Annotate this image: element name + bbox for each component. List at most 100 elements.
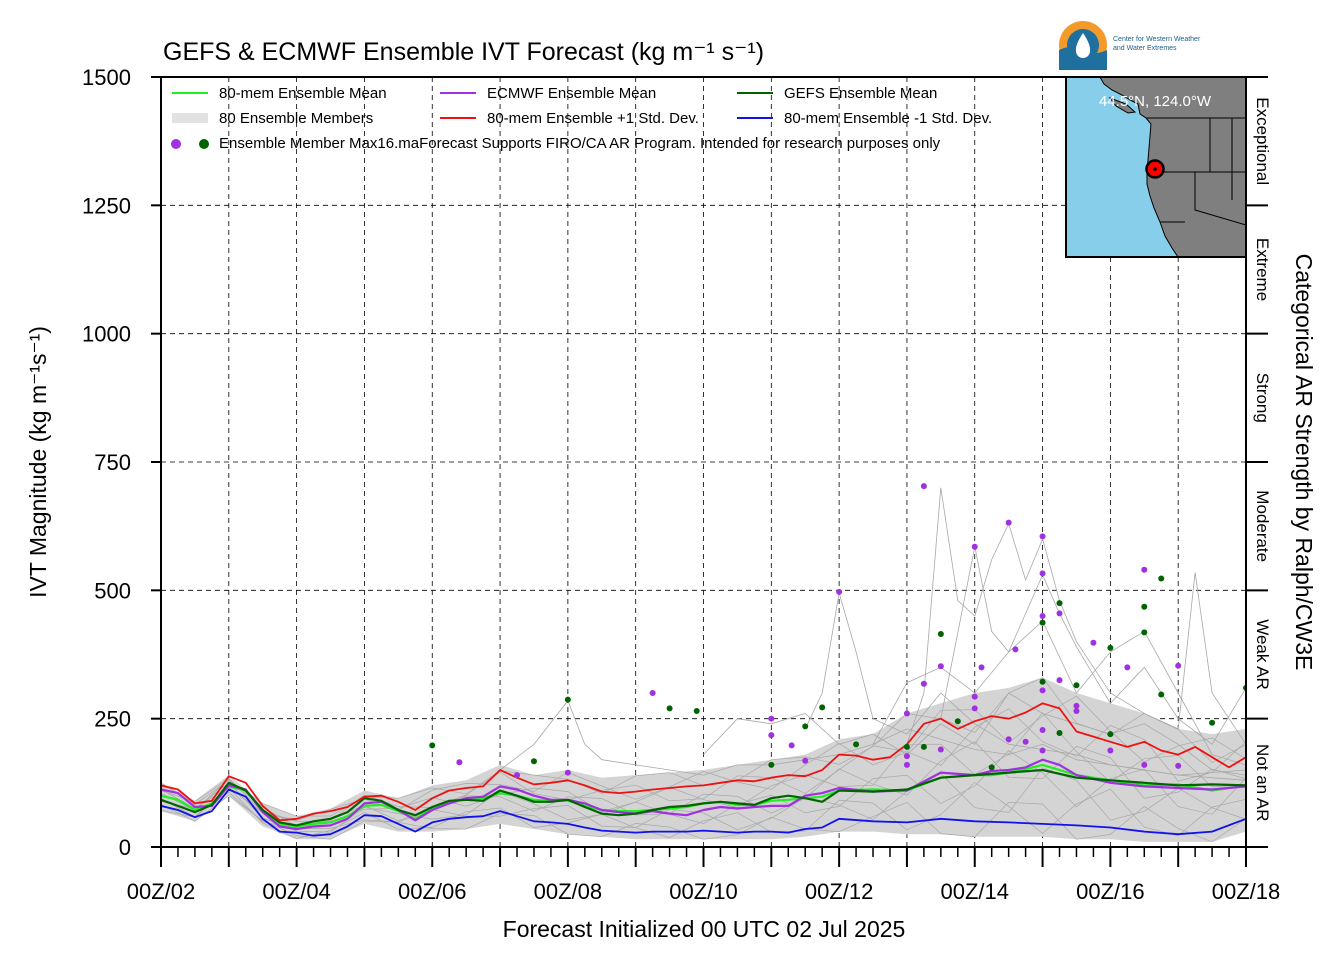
ecmwf-max-point [1039,570,1046,577]
y-tick-label: 250 [94,707,131,732]
y-tick-label: 1500 [82,65,131,90]
cw3e-logo: Center for Western Weather and Water Ext… [1059,21,1201,70]
legend: 80-mem Ensemble Mean ECMWF Ensemble Mean G… [171,85,992,152]
ar-category-label: Weak AR [1253,619,1272,690]
gefs-max-point [903,743,910,750]
y-tick-label: 500 [94,578,131,603]
y-axis-title: IVT Magnitude (kg m⁻¹s⁻¹) [25,326,51,598]
right-axis-title: Categorical AR Strength by Ralph/CW3E [1291,254,1317,671]
plot-area [160,76,1247,848]
gefs-max-point [1073,682,1080,689]
gefs-max-point [693,707,700,714]
x-tick-label: 00Z/04 [262,879,331,904]
gefs-max-point [1158,575,1165,582]
gefs-max-point [1039,678,1046,685]
x-tick-label: 00Z/02 [127,879,196,904]
ecmwf-max-point [1039,687,1046,694]
ecmwf-max-point [1175,662,1182,669]
ecmwf-max-point [903,710,910,717]
ecmwf-max-point [456,759,463,766]
gefs-max-point [920,743,927,750]
ecmwf-max-point [802,757,809,764]
ecmwf-max-point [1107,747,1114,754]
gefs-max-point [988,764,995,771]
gefs-max-point [564,696,571,703]
y-tick-label: 0 [119,835,131,860]
legend-dot-ecmwf [171,139,181,149]
ecmwf-max-point [1056,677,1063,684]
map-location-label: 44.5°N, 124.0°W [1099,93,1212,110]
gefs-max-point [768,761,775,768]
gefs-max-point [1107,644,1114,651]
member-trace [161,781,1246,839]
gefs-max-point [1039,619,1046,626]
ecmwf-max-point [1039,747,1046,754]
ar-category-label: Strong [1253,373,1272,423]
ecmwf-max-point [937,663,944,670]
legend-label-3: 80 Ensemble Members [219,110,373,127]
gefs-max-point [819,704,826,711]
ecmwf-max-point [1039,726,1046,733]
ecmwf-max-point [1175,762,1182,769]
ecmwf-max-point [978,664,985,671]
y-tick-label: 1250 [82,193,131,218]
x-tick-label: 00Z/10 [669,879,738,904]
x-tick-label: 00Z/08 [534,879,603,904]
ecmwf-max-point [971,543,978,550]
chart-title: GEFS & ECMWF Ensemble IVT Forecast (kg m… [163,38,764,66]
ar-category-label: Not an AR [1253,744,1272,822]
legend-label-1: ECMWF Ensemble Mean [487,85,656,102]
member-trace [161,695,1246,821]
series-line-3 [161,702,1246,822]
x-tick-label: 00Z/18 [1212,879,1281,904]
map-borders [1146,117,1246,226]
gefs-max-point [937,630,944,637]
gefs-max-point [1141,603,1148,610]
ecmwf-max-point [920,680,927,687]
gefs-max-point [1158,691,1165,698]
max-points-layer [429,483,1246,779]
ecmwf-max-point [649,690,656,696]
gefs-max-point [853,741,860,748]
x-tick-label: 00Z/12 [805,879,874,904]
gefs-max-point [802,723,809,730]
ecmwf-max-point [971,705,978,712]
ecmwf-max-point [903,761,910,768]
ecmwf-max-point [768,732,775,739]
legend-label-5: 80-mem Ensemble -1 Std. Dev. [784,110,992,127]
gefs-max-point [1209,719,1216,726]
ecmwf-max-point [836,588,843,595]
ecmwf-max-point [1005,736,1012,743]
ecmwf-max-point [1039,613,1046,619]
gefs-max-point [954,718,961,725]
ecmwf-max-point [971,693,978,700]
member-trace [161,750,1246,833]
members-envelope [161,677,1246,842]
gefs-max-point [666,705,673,712]
series-line-1 [161,758,1246,831]
member-trace [161,795,1246,843]
member-trace [161,708,1246,827]
gefs-max-point [1141,629,1148,636]
member-line-member-d [872,620,1246,766]
ecmwf-max-point [1056,610,1063,617]
map-frame [1065,76,1247,258]
logo-wave-icon [1059,47,1107,70]
ar-category-label: Extreme [1253,238,1272,301]
ecmwf-max-point [1141,566,1148,573]
ecmwf-max-point [1022,738,1029,745]
ecmwf-max-point [768,715,775,722]
member-line-member-e [703,692,1246,776]
ecmwf-max-point [514,772,521,779]
ecmwf-max-point [1073,707,1080,714]
ecmwf-max-point [1124,664,1131,671]
map-island [1108,96,1137,114]
ecmwf-max-point [937,746,944,753]
gefs-max-point [530,758,537,765]
ecmwf-max-point [1090,639,1097,646]
ar-category-label: Exceptional [1253,97,1272,185]
legend-label-4: 80-mem Ensemble +1 Std. Dev. [487,110,699,127]
ecmwf-max-point [903,753,910,760]
ecmwf-max-point [1005,519,1012,526]
